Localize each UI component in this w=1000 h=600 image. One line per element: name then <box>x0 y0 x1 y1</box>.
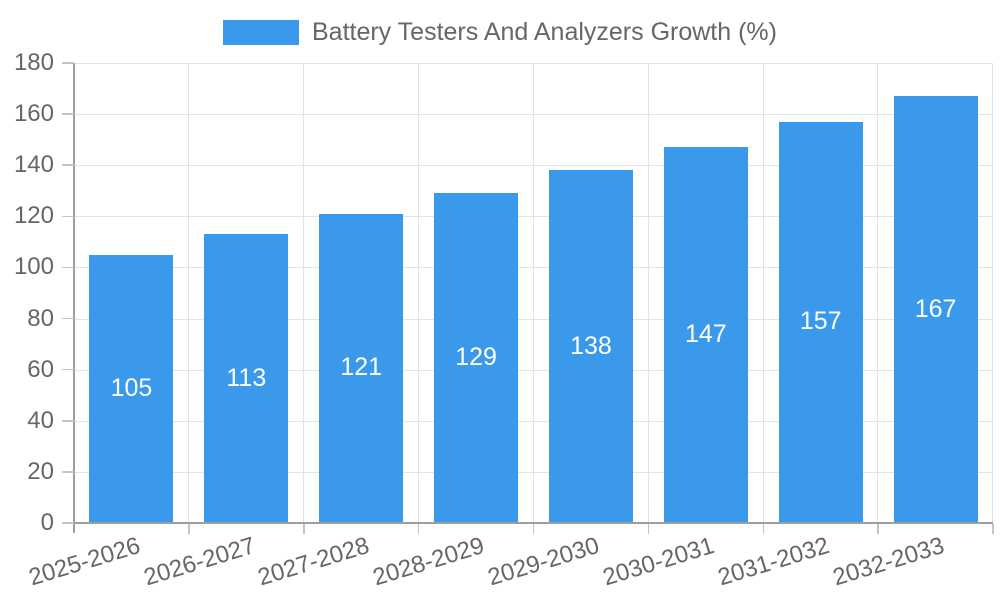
x-tick-label: 2026-2027 <box>140 532 258 592</box>
x-gridline <box>303 63 304 523</box>
x-tick-label: 2030-2031 <box>599 532 718 592</box>
bar-value-label: 121 <box>340 353 383 382</box>
y-tick-label: 120 <box>13 202 54 230</box>
bar-value-label: 105 <box>110 373 153 402</box>
bar[interactable] <box>319 213 404 523</box>
y-tick <box>62 215 74 218</box>
y-tick-label: 180 <box>13 49 54 76</box>
x-tick <box>647 524 650 534</box>
y-tick <box>62 368 74 371</box>
bar-value-label: 157 <box>799 307 842 336</box>
y-tick-label: 160 <box>13 100 54 128</box>
bar-value-label: 113 <box>226 363 267 392</box>
legend-swatch <box>222 19 299 45</box>
bar-value-label: 129 <box>455 343 497 372</box>
y-tick-label: 20 <box>27 457 54 485</box>
bar-value-label: 147 <box>684 320 727 349</box>
y-tick <box>62 317 74 320</box>
bar[interactable] <box>89 254 174 523</box>
y-tick <box>62 113 74 115</box>
x-tick-label: 2032-2033 <box>829 532 948 592</box>
bar[interactable] <box>204 234 289 523</box>
x-gridline <box>877 63 879 523</box>
bar[interactable] <box>548 170 633 523</box>
y-axis-line <box>73 63 75 533</box>
x-tick-label: 2031-2032 <box>714 532 833 592</box>
x-tick-label: 2028-2029 <box>370 532 488 592</box>
x-gridline <box>762 63 764 523</box>
x-tick <box>532 524 535 534</box>
y-tick <box>62 266 74 269</box>
y-tick-label: 100 <box>13 253 54 281</box>
y-tick <box>62 471 74 473</box>
bar-value-label: 167 <box>914 294 957 323</box>
x-tick <box>877 524 879 534</box>
y-tick-label: 60 <box>27 355 54 383</box>
bar[interactable] <box>893 96 978 523</box>
x-tick <box>417 524 420 534</box>
x-gridline <box>188 63 190 523</box>
x-tick <box>762 524 764 534</box>
x-gridline <box>647 63 649 523</box>
plot-area: 105 113 121 129 138 147 157 167 <box>74 63 994 523</box>
y-tick-label: 140 <box>13 151 54 179</box>
x-axis-line <box>62 522 993 524</box>
x-gridline <box>532 63 534 523</box>
x-gridline <box>417 63 419 523</box>
y-tick-label: 0 <box>40 509 54 536</box>
x-tick-label: 2029-2030 <box>484 532 603 592</box>
bar[interactable] <box>663 147 748 523</box>
legend-label: Battery Testers And Analyzers Growth (%) <box>311 17 777 46</box>
bar-value-label: 138 <box>570 331 612 360</box>
bar[interactable] <box>778 121 863 523</box>
legend-item[interactable]: Battery Testers And Analyzers Growth (%) <box>0 12 1000 52</box>
bar[interactable] <box>434 193 519 523</box>
x-tick <box>303 524 305 534</box>
y-tick <box>62 62 74 64</box>
y-tick-label: 80 <box>27 304 54 332</box>
y-tick <box>62 164 74 166</box>
x-tick-label: 2025-2026 <box>25 532 144 592</box>
y-tick <box>62 522 74 524</box>
x-tick-label: 2027-2028 <box>255 532 373 592</box>
x-tick <box>992 524 994 534</box>
x-tick <box>188 524 190 534</box>
x-gridline <box>992 63 994 523</box>
y-tick-label: 40 <box>27 406 54 434</box>
y-tick <box>62 420 74 422</box>
